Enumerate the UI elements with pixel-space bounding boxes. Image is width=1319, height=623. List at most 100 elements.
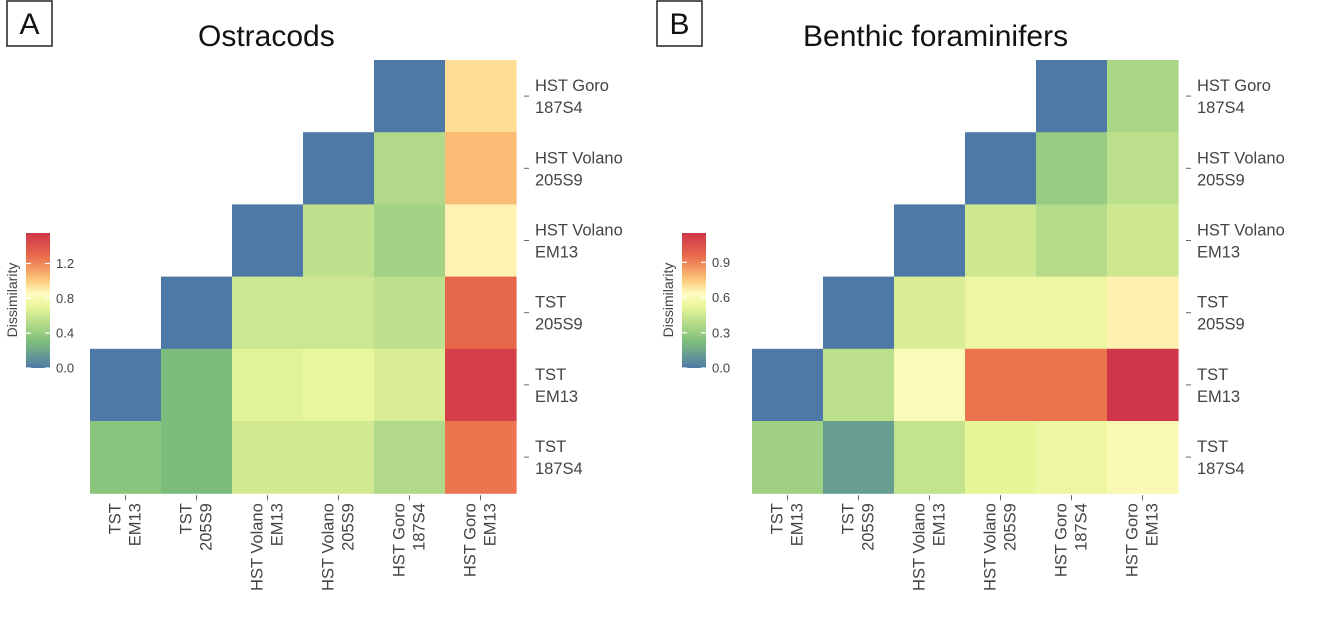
legend-title: Dissimilarity [660, 263, 676, 338]
heatmap-cell [965, 132, 1037, 205]
heatmap-cell [90, 348, 162, 422]
x-tick-label: EM13 [269, 503, 287, 546]
heatmap-cell [1107, 60, 1179, 133]
heatmap-cell [445, 60, 517, 133]
y-tick-label: 205S9 [535, 171, 583, 189]
y-tick-label: TST [1197, 294, 1228, 312]
y-tick-label: HST Volano [535, 222, 623, 240]
heatmap-cell [894, 204, 966, 278]
heatmap-cell [161, 348, 233, 422]
x-tick-label: 187S4 [1073, 503, 1091, 551]
heatmap-cell [90, 421, 162, 494]
legend-tick-label: 0.0 [56, 361, 74, 376]
heatmap-cell [752, 421, 824, 494]
x-tick-label: EM13 [1144, 503, 1162, 546]
x-tick-label: HST Volano [320, 503, 338, 591]
panel-letter-box [656, 0, 703, 47]
heatmap-cell [374, 276, 446, 350]
heatmap-cell [445, 276, 517, 350]
heatmap-cell [374, 132, 446, 205]
heatmap-cell [374, 204, 446, 278]
x-tick-label: HST Volano [911, 503, 929, 591]
y-tick-label: HST Volano [535, 149, 623, 167]
panel-letter: B [669, 8, 689, 41]
legend-tick-label: 0.8 [56, 291, 74, 306]
y-tick-label: TST [535, 294, 566, 312]
y-tick-label: HST Goro [1197, 77, 1271, 95]
heatmap-cell [161, 276, 233, 350]
y-tick-label: EM13 [1197, 244, 1240, 262]
heatmap-cell [232, 421, 304, 494]
heatmap-cell [445, 421, 517, 494]
x-tick-label: TST [107, 503, 125, 534]
y-tick-label: 187S4 [535, 99, 583, 117]
x-tick-label: HST Goro [462, 503, 480, 577]
panel-title: Benthic foraminifers [803, 20, 1068, 53]
y-tick-label: 187S4 [1197, 460, 1245, 478]
heatmap-cell [1107, 421, 1179, 494]
x-tick-label: 205S9 [198, 503, 216, 551]
heatmap-cell [823, 276, 895, 350]
heatmap-cell [965, 204, 1037, 278]
heatmap-cell [303, 421, 375, 494]
y-tick-label: HST Volano [1197, 149, 1285, 167]
heatmap-cell [1036, 348, 1108, 422]
y-tick-label: 187S4 [535, 460, 583, 478]
heatmap-cell [752, 348, 824, 422]
heatmap-cell [1036, 204, 1108, 278]
heatmap-cell [445, 348, 517, 422]
heatmap-cell [1107, 204, 1179, 278]
y-tick-label: EM13 [535, 388, 578, 406]
x-tick-label: TST [178, 503, 196, 534]
legend-tick-label: 0.6 [712, 290, 730, 305]
heatmap-cell [161, 421, 233, 494]
x-tick-label: 205S9 [1002, 503, 1020, 551]
heatmap-cell [1036, 132, 1108, 205]
y-tick-label: TST [1197, 366, 1228, 384]
legend-title: Dissimilarity [4, 263, 20, 338]
heatmap-panel-b: B Benthic foraminifers HST Goro 187S4 HST Vo… [656, 0, 1285, 591]
heatmap-cell [374, 60, 446, 133]
heatmap-cell [303, 132, 375, 205]
legend-tick-label: 0.0 [712, 361, 730, 376]
heatmap-cell [232, 204, 304, 278]
heatmap-cell [303, 348, 375, 422]
heatmap-cell [374, 348, 446, 422]
y-tick-label: TST [1197, 438, 1228, 456]
heatmap-cell [894, 276, 966, 350]
y-tick-label: 187S4 [1197, 99, 1245, 117]
y-tick-label: 205S9 [1197, 316, 1245, 334]
heatmap-cell [823, 421, 895, 494]
heatmap-cell [965, 276, 1037, 350]
heatmap-cell [894, 348, 966, 422]
panel-title: Ostracods [198, 20, 335, 53]
x-tick-label: 187S4 [411, 503, 429, 551]
heatmap-cell [1107, 132, 1179, 205]
y-tick-label: HST Volano [1197, 222, 1285, 240]
x-tick-label: 205S9 [340, 503, 358, 551]
heatmap-cell [445, 132, 517, 205]
legend-tick-label: 0.3 [712, 325, 730, 340]
panel-letter-box [6, 0, 53, 47]
legend-colorbar [26, 233, 50, 368]
y-tick-label: 205S9 [1197, 171, 1245, 189]
y-tick-label: TST [535, 438, 566, 456]
heatmap-cell [303, 204, 375, 278]
x-tick-label: HST Volano [249, 503, 267, 591]
legend-tick-label: 0.9 [712, 255, 730, 270]
heatmap-cell [232, 276, 304, 350]
y-tick-label: 205S9 [535, 316, 583, 334]
x-tick-label: TST [840, 503, 858, 534]
y-tick-label: EM13 [535, 244, 578, 262]
legend-tick-label: 0.4 [56, 326, 74, 341]
panel-letter: A [19, 8, 39, 41]
x-tick-label: EM13 [789, 503, 807, 546]
heatmap-cell [1036, 60, 1108, 133]
legend-tick-label: 1.2 [56, 256, 74, 271]
x-tick-label: 205S9 [860, 503, 878, 551]
y-tick-label: TST [535, 366, 566, 384]
x-tick-label: EM13 [931, 503, 949, 546]
heatmap-cell [965, 421, 1037, 494]
